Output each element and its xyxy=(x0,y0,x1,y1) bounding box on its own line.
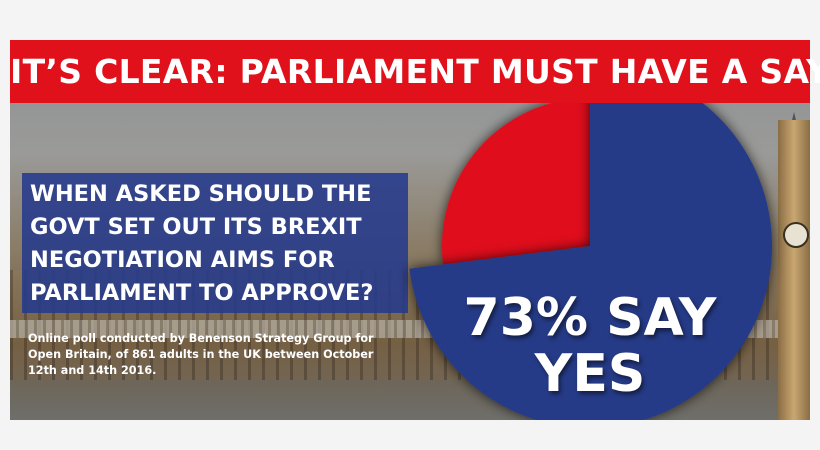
pie-annotation: 73% SAY YES xyxy=(463,288,717,404)
pie-slice-yes xyxy=(409,103,772,420)
pie-slice-other xyxy=(442,103,590,265)
poll-note: Online poll conducted by Benenson Strate… xyxy=(28,332,374,377)
headline-banner: IT’S CLEAR: PARLIAMENT MUST HAVE A SAY xyxy=(10,40,820,103)
question-text: WHEN ASKED SHOULD THE GOVT SET OUT ITS B… xyxy=(30,181,374,306)
clock-face xyxy=(783,222,809,248)
big-ben-tower xyxy=(778,120,810,420)
question-panel xyxy=(22,173,408,313)
